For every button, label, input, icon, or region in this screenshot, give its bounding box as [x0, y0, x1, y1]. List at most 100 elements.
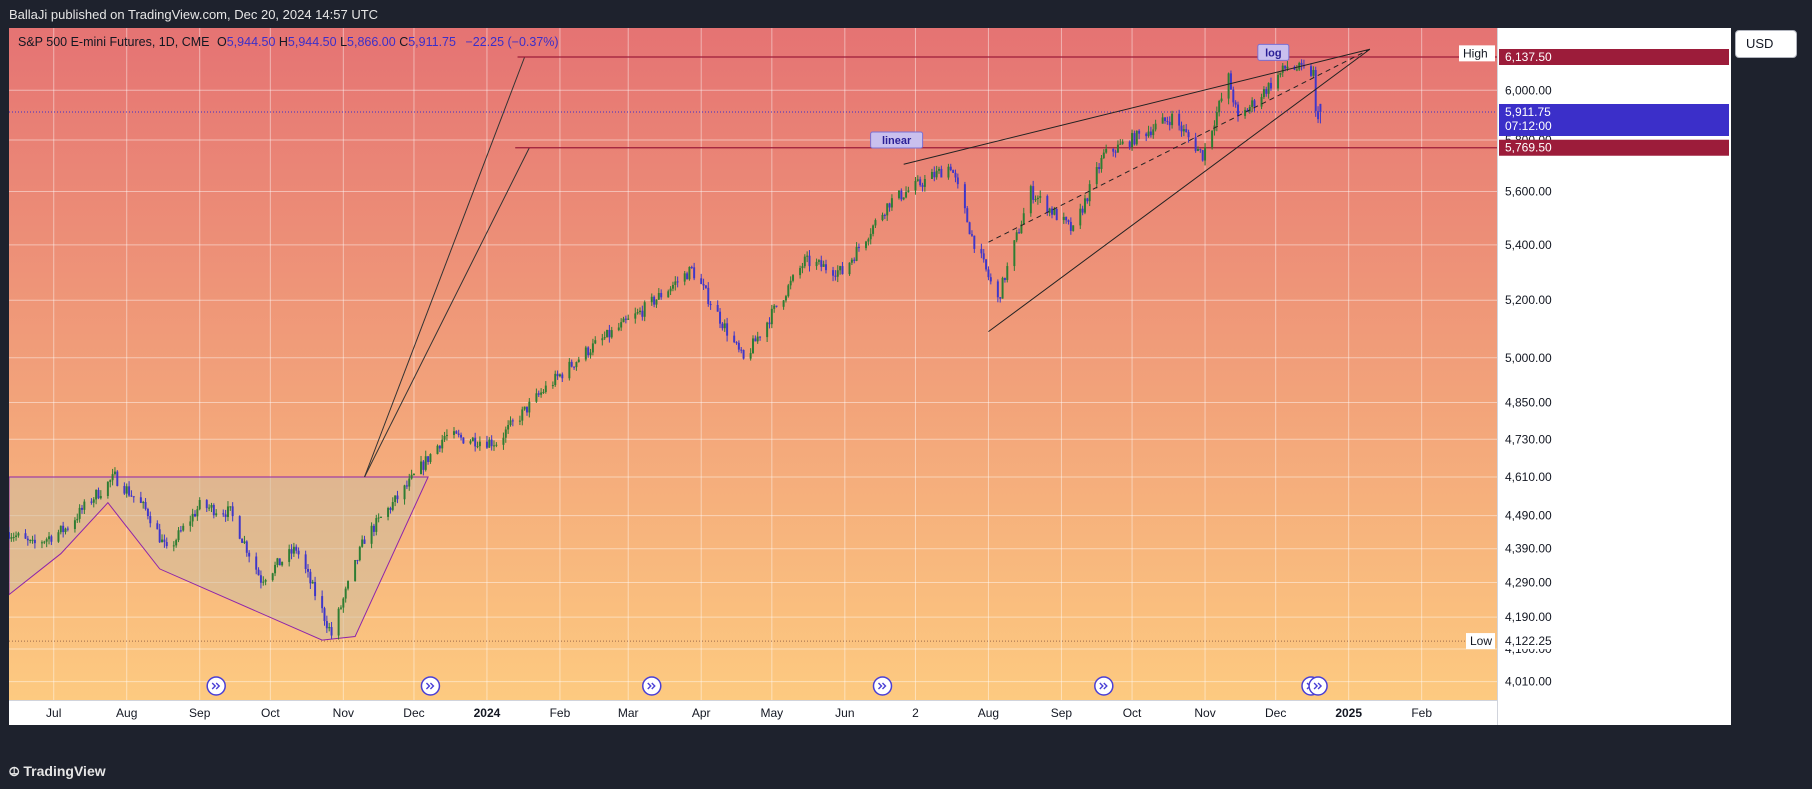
candle-body	[1234, 102, 1237, 105]
high-marker-label-bg	[1459, 45, 1495, 62]
x-tick-label: Feb	[1411, 706, 1432, 720]
event-marker-arrow-icon	[877, 682, 887, 690]
candle-body	[158, 529, 161, 543]
currency-button[interactable]: USD	[1735, 30, 1797, 58]
low-price-tag-bg	[1499, 633, 1729, 650]
candle-body	[205, 500, 208, 509]
candle-body	[62, 525, 65, 533]
candle-body	[511, 420, 514, 422]
candle-body	[627, 318, 630, 320]
candle-body	[558, 374, 561, 377]
candle-body	[45, 539, 48, 542]
candle-body	[1006, 266, 1009, 281]
candle-body	[1102, 152, 1105, 158]
candle-body	[471, 437, 474, 442]
y-tick-label: 5,200.00	[1505, 293, 1552, 307]
candle-body	[504, 429, 507, 438]
candle-body	[869, 233, 872, 240]
candle-body	[657, 292, 660, 300]
candle-body	[462, 437, 465, 444]
wedge-line	[988, 48, 1371, 333]
candle-body	[702, 284, 705, 286]
candle-body	[902, 197, 905, 200]
candle-body	[690, 266, 693, 268]
candle-body	[865, 241, 868, 249]
x-tick-label: 2	[912, 706, 919, 720]
candle-body	[872, 225, 875, 234]
candle-body	[321, 596, 324, 609]
candle-body	[709, 304, 712, 306]
candle-body	[438, 445, 441, 449]
candle-body	[323, 608, 326, 622]
annotation-box	[1257, 43, 1290, 61]
candle-body	[363, 539, 366, 544]
candle-body	[1161, 117, 1164, 124]
candle-body	[1147, 131, 1150, 137]
event-marker-icon	[206, 676, 226, 696]
candle-body	[792, 275, 795, 281]
candle-body	[429, 454, 432, 462]
candle-body	[1152, 129, 1155, 136]
candle-body	[723, 323, 726, 329]
candle-body	[620, 322, 623, 328]
candle-body	[304, 554, 307, 570]
candle-body	[784, 296, 787, 301]
projection-line	[364, 147, 530, 478]
candle-body	[229, 506, 232, 508]
high-label: H	[278, 35, 288, 49]
chart-area[interactable]: loglinear6,000.005,800.005,600.005,400.0…	[9, 28, 1731, 725]
candle-body	[933, 172, 936, 178]
candle-body	[1105, 148, 1108, 153]
price-chart[interactable]: loglinear6,000.005,800.005,600.005,400.0…	[9, 28, 1731, 725]
y-tick-label: 4,610.00	[1505, 470, 1552, 484]
candle-body	[66, 528, 69, 530]
event-marker-arrow-icon	[647, 682, 656, 690]
candle-body	[820, 260, 823, 267]
candle-body	[1201, 150, 1204, 161]
candle-body	[1098, 167, 1101, 169]
candle-body	[1133, 133, 1136, 145]
candle-body	[914, 180, 917, 191]
x-tick-label: Aug	[116, 706, 137, 720]
candle-body	[297, 550, 300, 555]
candle-body	[17, 533, 20, 536]
candle-body	[521, 409, 524, 421]
candle-body	[191, 513, 194, 522]
candle-body	[248, 552, 251, 557]
candle-body	[770, 308, 773, 325]
candle-body	[634, 313, 637, 319]
x-tick-label: Mar	[618, 706, 639, 720]
candle-body	[752, 338, 754, 354]
candle-body	[278, 558, 281, 566]
candle-body	[445, 434, 448, 437]
candle-body	[165, 542, 168, 547]
candle-body	[883, 214, 886, 216]
candle-body	[636, 312, 639, 314]
candle-body	[1284, 65, 1287, 69]
candle-body	[144, 502, 147, 509]
candle-body	[1227, 73, 1230, 99]
annotation-log: log	[1265, 47, 1282, 59]
candle-body	[980, 248, 983, 254]
candle-body	[1300, 62, 1303, 65]
projection-line	[364, 56, 526, 478]
level-tag-lower: 5,769.50	[1505, 141, 1552, 155]
candle-body	[488, 439, 491, 448]
candle-body	[952, 170, 955, 173]
change-value: −22.25 (−0.37%)	[465, 35, 559, 49]
candle-body	[1196, 149, 1199, 151]
candle-body	[577, 359, 580, 363]
x-tick-label: Sep	[189, 706, 211, 720]
candle-body	[822, 264, 825, 267]
event-marker-arrow-icon	[1313, 682, 1323, 690]
candle-body	[987, 269, 990, 278]
candle-body	[589, 352, 592, 356]
candle-body	[342, 598, 345, 608]
candle-body	[1121, 141, 1124, 144]
candle-body	[655, 299, 658, 305]
event-marker-icon	[1308, 676, 1328, 696]
x-tick-label: Dec	[403, 706, 424, 720]
candle-body	[59, 525, 62, 533]
candle-body	[1079, 208, 1082, 226]
candle-body	[24, 533, 27, 539]
